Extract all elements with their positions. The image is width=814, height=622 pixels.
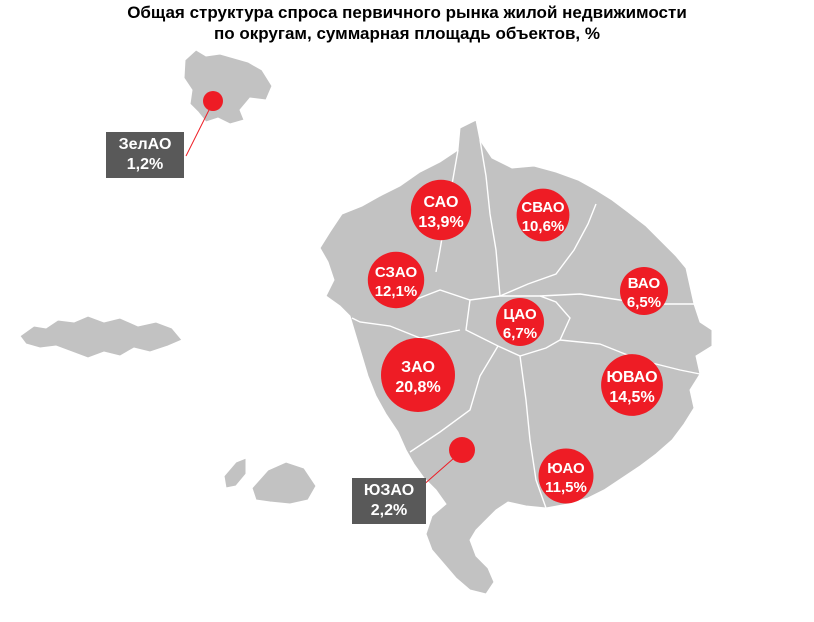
district-bubbles: САО 13,9% СВАО 10,6% СЗАО 12,1% ВАО 6,5% ЦАО 6,7%… — [367, 179, 668, 504]
callout-yuzao-value: 2,2% — [370, 502, 408, 519]
zelao-leader-line — [185, 101, 214, 157]
bubble-value-yuao: 11,5% — [545, 479, 587, 496]
callout-zelao-name: ЗелАО — [118, 136, 172, 153]
bubble-value-vao: 6,5% — [627, 294, 661, 311]
yuzao-marker — [449, 437, 475, 463]
bubble-svao — [516, 188, 570, 242]
bubble-yuao — [538, 448, 594, 504]
territory-zelao — [183, 49, 273, 125]
territory-sw-enclave — [251, 461, 317, 505]
bubble-value-sao: 13,9% — [418, 214, 463, 231]
callout-yuzao: ЮЗАО 2,2% — [352, 478, 426, 524]
territory-sw-enclave-2 — [223, 457, 247, 489]
bubble-cao — [496, 298, 544, 346]
bubble-value-szao: 12,1% — [375, 283, 418, 300]
bubble-zao — [381, 338, 455, 412]
title-line-1: Общая структура спроса первичного рынка … — [127, 3, 687, 22]
bubble-label-yuao: ЮАО — [547, 460, 585, 477]
bubble-label-zao: ЗАО — [401, 359, 435, 376]
map-title: Общая структура спроса первичного рынка … — [0, 2, 814, 44]
bubble-label-sao: САО — [424, 194, 459, 211]
bubble-szao — [367, 251, 425, 309]
bubble-value-yuvao: 14,5% — [609, 389, 654, 406]
bubble-vao — [620, 267, 668, 315]
zelao-marker — [203, 91, 223, 111]
bubble-label-svao: СВАО — [521, 199, 565, 216]
bubble-label-vao: ВАО — [628, 275, 661, 292]
territory-main — [319, 119, 713, 595]
bubble-label-yuvao: ЮВАО — [606, 369, 657, 386]
callout-yuzao-name: ЮЗАО — [363, 482, 415, 499]
bubble-value-svao: 10,6% — [522, 218, 565, 235]
title-line-2: по округам, суммарная площадь объектов, … — [214, 24, 600, 43]
bubble-value-zao: 20,8% — [395, 379, 440, 396]
bubble-yuvao — [601, 354, 663, 416]
bubble-sao — [410, 179, 472, 241]
bubble-label-cao: ЦАО — [503, 306, 537, 323]
callout-zelao: ЗелАО 1,2% — [106, 132, 184, 178]
territory-western-enclave — [19, 315, 183, 359]
bubble-label-szao: СЗАО — [375, 264, 418, 281]
bubble-value-cao: 6,7% — [503, 325, 537, 342]
callout-zelao-value: 1,2% — [126, 156, 164, 173]
